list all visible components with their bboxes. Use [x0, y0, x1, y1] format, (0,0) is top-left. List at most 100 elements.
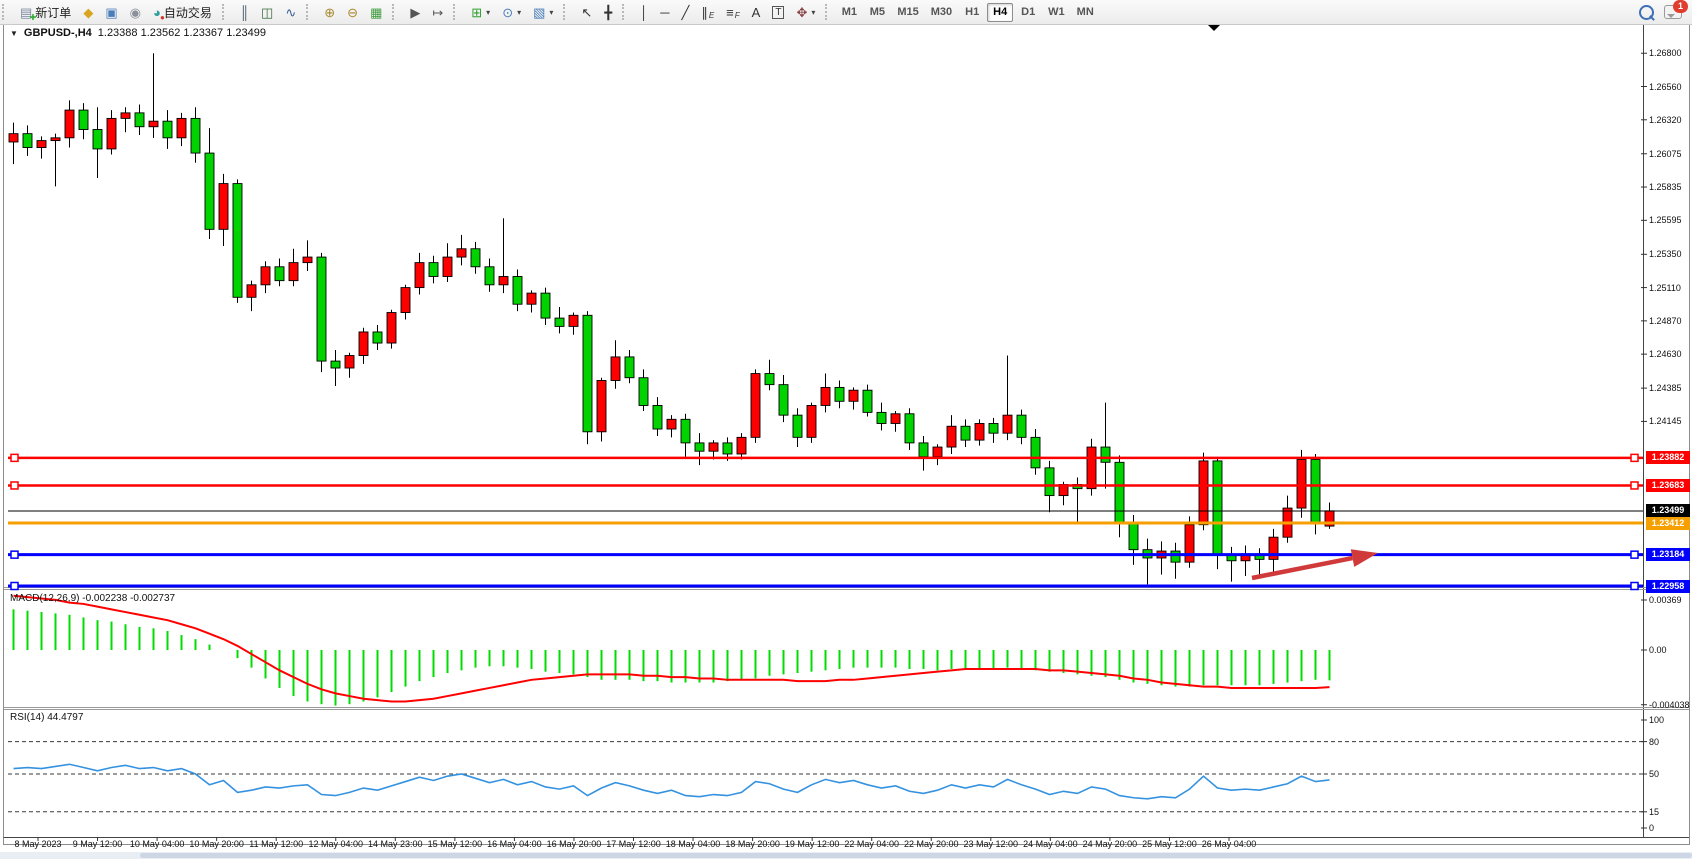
- candlesticks: [8, 53, 1335, 585]
- candle-down: [1030, 436, 1041, 469]
- candle-up: [442, 256, 453, 277]
- text-button[interactable]: A: [747, 3, 766, 22]
- new-order-overlay-icon: ✚: [29, 12, 37, 22]
- line-handle[interactable]: [10, 453, 19, 463]
- candle-up: [1198, 460, 1209, 526]
- timeframe-w1-button[interactable]: W1: [1043, 3, 1070, 22]
- periods-icon: ⊙: [502, 4, 514, 20]
- zoom-out-button[interactable]: ⊖: [342, 3, 363, 22]
- axis-ticks: [37, 52, 1647, 841]
- toolbar-grip: [622, 4, 628, 20]
- candle-down: [876, 411, 887, 424]
- timeframe-h4-button[interactable]: H4: [987, 2, 1014, 22]
- line-handle[interactable]: [1630, 453, 1639, 463]
- line-handle[interactable]: [10, 581, 19, 591]
- search-icon[interactable]: [1639, 4, 1654, 20]
- toolbar-grip: [563, 4, 569, 20]
- candle-down: [22, 133, 33, 148]
- crosshair-button[interactable]: ╋: [599, 3, 617, 22]
- line-chart-icon: ∿: [285, 4, 297, 20]
- vertical-line-icon: │: [640, 4, 649, 20]
- candle-up: [344, 355, 355, 369]
- line-handle[interactable]: [1630, 550, 1639, 559]
- periods-button[interactable]: ⊙ ▾: [497, 3, 526, 22]
- line-handle[interactable]: [10, 550, 19, 559]
- templates-icon: ▧: [533, 4, 546, 20]
- navigator-button[interactable]: ◉: [125, 3, 146, 22]
- timeframe-mn-button[interactable]: MN: [1072, 3, 1099, 22]
- candle-down: [694, 442, 705, 452]
- date-label: 10 May 20:00: [189, 839, 244, 849]
- chart-shift-marker[interactable]: [1208, 25, 1220, 31]
- auto-scroll-icon: ▶: [410, 4, 421, 20]
- timeframe-m1-button[interactable]: M1: [836, 3, 862, 22]
- toolbar-group: ║ ◫ ∿: [232, 0, 304, 24]
- candle-down: [1114, 461, 1125, 524]
- zoom-in-button[interactable]: ⊕: [319, 3, 340, 22]
- indicators-button[interactable]: ⊞ ▾: [466, 3, 495, 22]
- candle-down: [1212, 460, 1223, 556]
- date-label: 24 May 20:00: [1082, 839, 1138, 849]
- horizontal-line-button[interactable]: ─: [655, 3, 674, 22]
- macd-tick-label: 0.00369: [1649, 595, 1682, 605]
- tile-windows-button[interactable]: ▦: [365, 3, 387, 22]
- candle-up: [176, 117, 187, 139]
- rsi-line: [13, 763, 1330, 800]
- trend-arrow-annotation[interactable]: [1251, 549, 1378, 581]
- data-window-button[interactable]: ▣: [100, 3, 122, 22]
- date-label: 25 May 12:00: [1142, 839, 1197, 849]
- fibonacci-button[interactable]: ≡ F: [721, 3, 744, 22]
- candle-up: [708, 442, 719, 452]
- line-chart-button[interactable]: ∿: [280, 3, 301, 22]
- candle-up: [218, 183, 229, 230]
- notifications-icon[interactable]: 1: [1664, 0, 1688, 19]
- main-toolbar: ▤ ✚ 新订单 ◆ ▣ ◉ ◕ ● 自动交易 ║ ◫ ∿ ⊕ ⊖ ▦ ▶ ↦ ⊞ ▾ ⊙ ▾ ▧ ▾ ↖ ╋ │ ─ ╱ ∥ E ≡ F A T ✥…: [0, 0, 1692, 25]
- vertical-line-button[interactable]: │: [635, 3, 653, 22]
- candle-down: [1170, 550, 1181, 563]
- equidistant-channel-button[interactable]: ∥ E: [696, 3, 719, 22]
- line-handle[interactable]: [1630, 581, 1639, 591]
- timeframe-m30-button[interactable]: M30: [926, 3, 957, 22]
- timeframe-m15-button[interactable]: M15: [892, 3, 923, 22]
- new-order-button[interactable]: ▤ ✚ 新订单: [15, 3, 76, 22]
- macd-tick-label: 0.00: [1649, 645, 1667, 655]
- bars-chart-button[interactable]: ║: [235, 3, 254, 22]
- chart-shift-button[interactable]: ↦: [427, 3, 448, 22]
- price-line-label-1.23882: 1.23882: [1646, 451, 1690, 465]
- price-tick-label: 1.26800: [1649, 48, 1682, 59]
- timeframe-m5-button[interactable]: M5: [864, 3, 890, 22]
- text-label-button[interactable]: T: [767, 3, 789, 22]
- timeframe-h1-button[interactable]: H1: [959, 3, 985, 22]
- autotrading-button[interactable]: ◕ ● 自动交易: [148, 3, 217, 22]
- candle-up: [302, 256, 313, 264]
- price-tick-label: 1.24145: [1649, 416, 1682, 427]
- line-handle[interactable]: [10, 481, 19, 490]
- arrows-button[interactable]: ✥ ▾: [791, 3, 820, 22]
- templates-button[interactable]: ▧ ▾: [528, 3, 558, 22]
- candle-up: [666, 418, 677, 430]
- line-handle[interactable]: [1630, 481, 1639, 490]
- cursor-button[interactable]: ↖: [576, 3, 597, 22]
- candle-up: [1086, 446, 1097, 490]
- candle-down: [722, 442, 733, 455]
- trendline-button[interactable]: ╱: [677, 3, 695, 22]
- candles-chart-button[interactable]: ◫: [256, 3, 278, 22]
- ohlc-values: 1.23388 1.23562 1.23367 1.23499: [97, 27, 266, 39]
- candle-up: [456, 248, 467, 258]
- trendline-icon: ╱: [681, 4, 690, 20]
- date-label: 26 May 04:00: [1201, 839, 1257, 849]
- text-label-icon: T: [772, 5, 785, 19]
- collapse-objects-icon[interactable]: ▼: [10, 28, 18, 38]
- candle-down: [582, 314, 593, 433]
- horizontal-scrollbar[interactable]: [0, 852, 1692, 859]
- timeframe-d1-button[interactable]: D1: [1015, 3, 1041, 22]
- candle-up: [1002, 414, 1013, 434]
- toolbar-group: ▶ ↦: [402, 0, 451, 24]
- auto-scroll-button[interactable]: ▶: [405, 3, 425, 22]
- fibonacci-icon: ≡: [726, 4, 734, 20]
- scrollbar-thumb[interactable]: [140, 853, 1692, 858]
- candle-up: [246, 284, 257, 298]
- candle-up: [386, 312, 397, 344]
- market-watch-button[interactable]: ◆: [78, 3, 98, 22]
